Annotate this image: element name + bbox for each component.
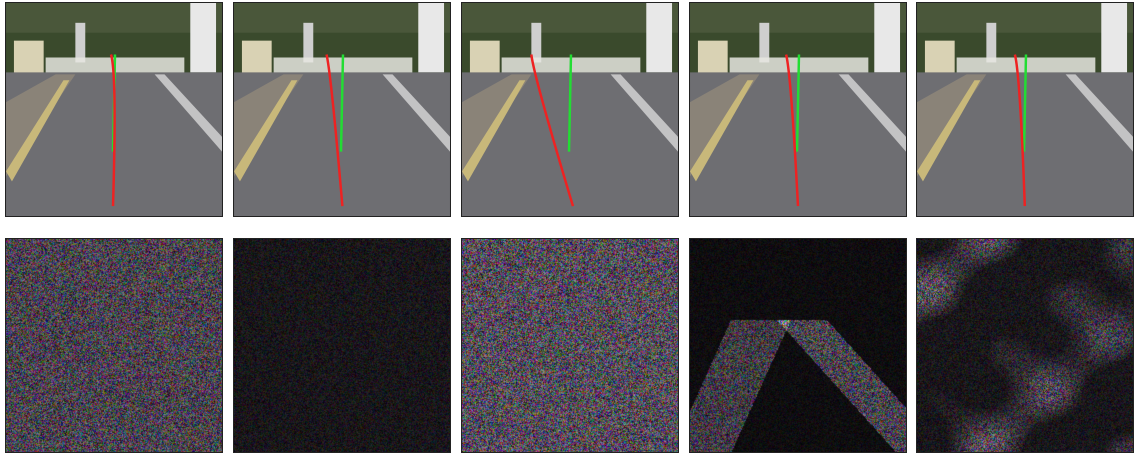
predicted-trajectory — [530, 54, 575, 207]
building-left — [697, 40, 728, 75]
ground-truth-trajectory — [1022, 54, 1028, 152]
perturbation-map-4 — [689, 238, 907, 453]
road-frame-2 — [233, 2, 451, 217]
building-right — [418, 3, 445, 73]
perturbation-map-3 — [461, 238, 679, 453]
predicted-trajectory — [784, 54, 800, 207]
road-frame-5 — [916, 2, 1134, 217]
building-right — [1101, 3, 1128, 73]
road-frame-3-image — [462, 3, 678, 216]
pole — [303, 22, 314, 63]
perturbation-map-5-canvas — [917, 239, 1133, 452]
building-right — [874, 3, 901, 73]
road-frame-1 — [5, 2, 223, 217]
building-left — [13, 40, 44, 75]
road-frame-4 — [689, 2, 907, 217]
predicted-trajectory — [325, 54, 344, 207]
pole — [531, 22, 542, 63]
curb-line — [917, 80, 981, 182]
sky-band — [6, 3, 222, 33]
curb-line — [690, 80, 754, 182]
perturbation-map-4-canvas — [690, 239, 906, 452]
building-right — [190, 3, 217, 73]
ground-truth-trajectory — [567, 54, 573, 152]
predicted-trajectory — [1013, 54, 1027, 207]
curb-line — [462, 80, 526, 182]
road-frame-3 — [461, 2, 679, 217]
perturbation-map-3-canvas — [462, 239, 678, 452]
lane-marking-right — [154, 74, 222, 152]
sidewalk-left — [917, 74, 987, 177]
perturbation-map-2 — [233, 238, 451, 453]
building-left — [241, 40, 272, 75]
ground-truth-trajectory — [795, 54, 801, 152]
sky-band — [917, 3, 1133, 33]
perturbation-map-5 — [916, 238, 1134, 453]
perturbation-map-2-canvas — [234, 239, 450, 452]
road-frame-4-image — [690, 3, 906, 216]
perturbation-map-1 — [5, 238, 223, 453]
road-frame-1-image — [6, 3, 222, 216]
curb-line — [6, 80, 70, 182]
predicted-trajectory — [109, 54, 116, 207]
sky-band — [690, 3, 906, 33]
curb-line — [234, 80, 298, 182]
road-frame-5-image — [917, 3, 1133, 216]
pole — [759, 22, 770, 63]
building-right — [646, 3, 673, 73]
pole — [986, 22, 997, 63]
sky-band — [234, 3, 450, 33]
road-frame-2-image — [234, 3, 450, 216]
sky-band — [462, 3, 678, 33]
building-left — [469, 40, 500, 75]
ground-truth-trajectory — [339, 54, 345, 152]
sidewalk-left — [690, 74, 760, 177]
building-left — [924, 40, 955, 75]
perturbation-map-1-canvas — [6, 239, 222, 452]
pole — [75, 22, 86, 63]
